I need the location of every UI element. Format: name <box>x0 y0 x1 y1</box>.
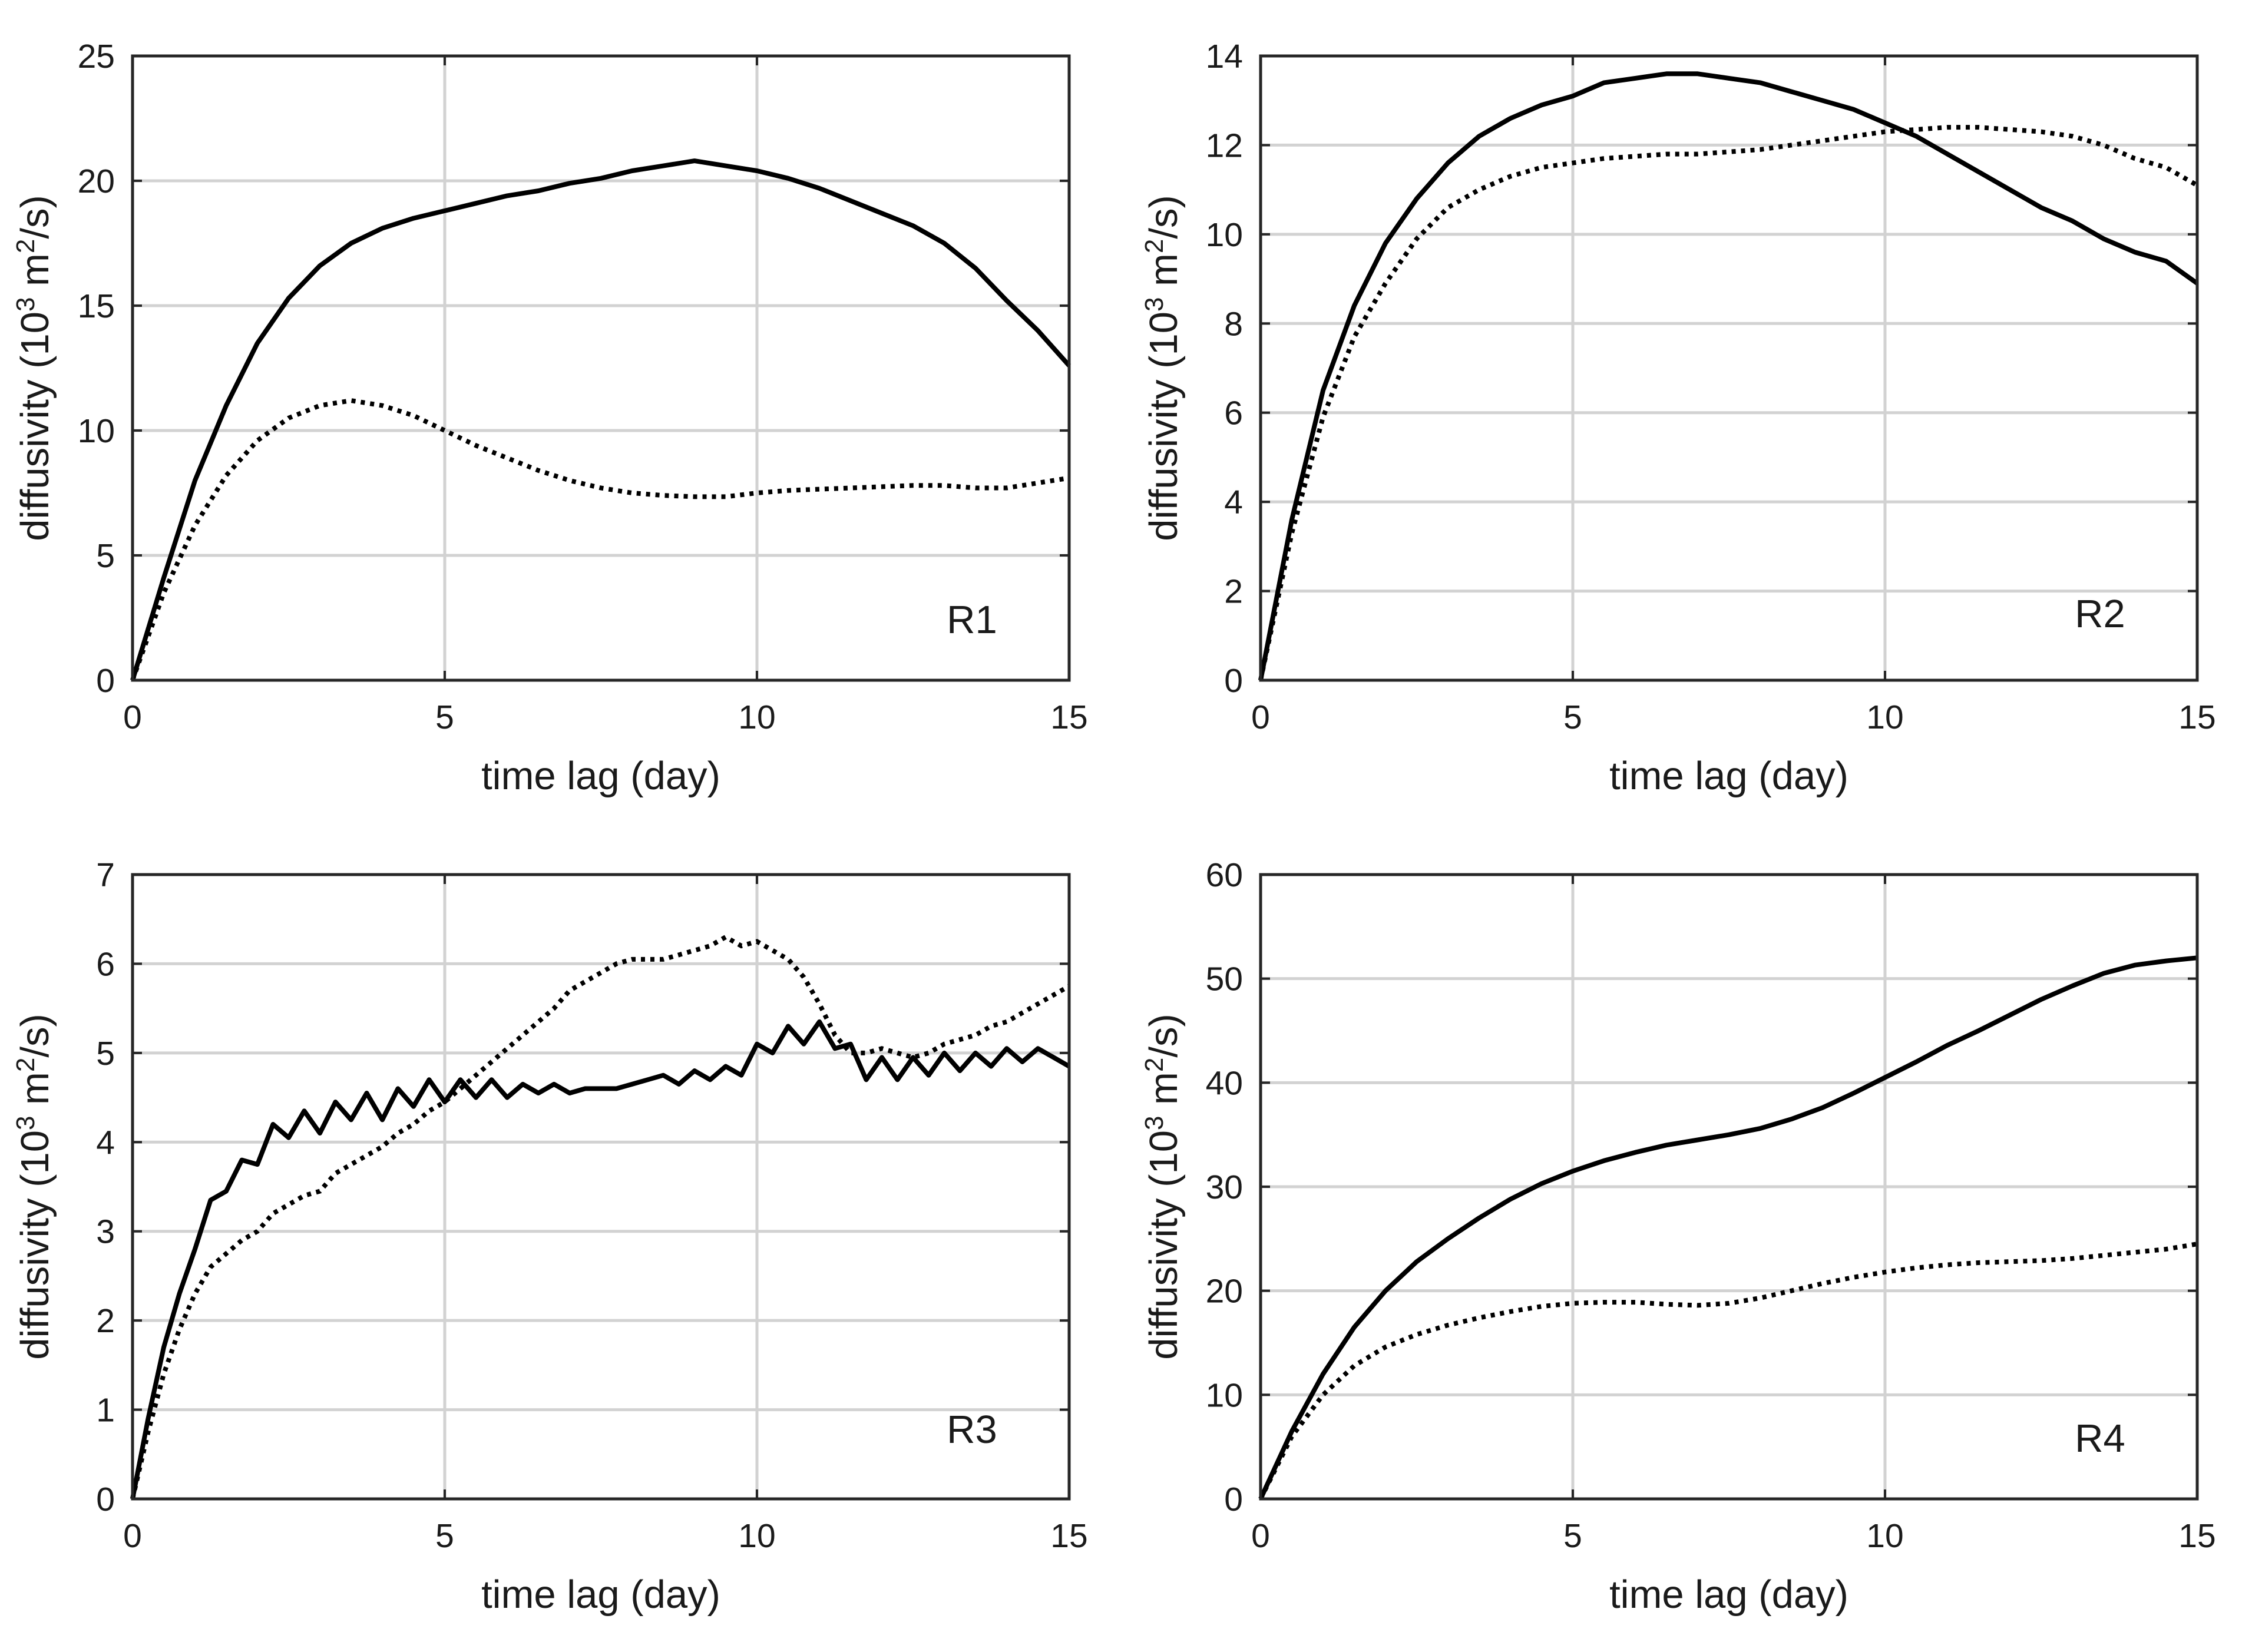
x-tick-label: 5 <box>1563 698 1582 736</box>
x-axis-label: time lag (day) <box>1609 1572 1848 1617</box>
y-tick-label: 10 <box>1206 1376 1243 1414</box>
y-tick-label: 2 <box>96 1302 115 1340</box>
y-tick-label: 1 <box>96 1392 115 1429</box>
series-line-solid <box>1258 71 2199 681</box>
ticks: 0 5 10 15 0 2 4 6 8 10 12 14 <box>1206 38 2216 736</box>
y-tick-label: 4 <box>1224 484 1243 521</box>
series-line-solid <box>1258 955 2198 1500</box>
grid <box>133 875 1069 1499</box>
y-tick-label: 5 <box>96 1035 115 1072</box>
x-tick-label: 0 <box>1251 698 1270 736</box>
y-axis-label: diffusivity (103 m2/s) <box>11 195 57 541</box>
y-tick-label: 20 <box>1206 1273 1243 1310</box>
grid <box>1261 56 2197 680</box>
y-tick-label: 50 <box>1206 961 1243 998</box>
panel-label: R2 <box>2075 592 2125 636</box>
y-tick-label: 12 <box>1206 127 1243 164</box>
x-tick-label: 0 <box>123 1517 142 1555</box>
panel-label: R4 <box>2075 1416 2125 1461</box>
x-tick-label: 15 <box>1050 1517 1087 1555</box>
panel-r3: 0 5 10 15 0 1 2 3 4 5 6 7 time lag (day) diffusivit… <box>11 856 1088 1617</box>
y-tick-label: 10 <box>1206 216 1243 254</box>
axis-box <box>131 54 1071 682</box>
panel-r1: 0 5 10 15 0 5 10 15 20 25 time lag (day) diffusiv… <box>11 38 1088 798</box>
y-tick-label: 7 <box>96 856 115 894</box>
y-axis-label: diffusivity (103 m2/s) <box>1140 195 1186 541</box>
y-tick-label: 6 <box>1224 395 1243 432</box>
series-line-dotted <box>130 398 1070 681</box>
axis-box <box>1259 873 2199 1501</box>
x-tick-label: 5 <box>435 1517 454 1555</box>
x-tick-label: 10 <box>738 698 775 736</box>
y-axis-label: diffusivity (103 m2/s) <box>1140 1014 1186 1360</box>
panel-r4: 0 5 10 15 0 10 20 30 40 50 60 time lag (day) diffu… <box>1140 856 2216 1617</box>
x-tick-label: 0 <box>123 698 142 736</box>
ticks: 0 5 10 15 0 1 2 3 4 5 6 7 <box>96 856 1087 1555</box>
panel-label: R3 <box>947 1408 997 1452</box>
axis-box <box>1259 54 2199 682</box>
series-line-dotted <box>1258 1242 2198 1500</box>
series-lines <box>130 158 1071 681</box>
y-tick-label: 20 <box>78 163 115 200</box>
x-axis-label: time lag (day) <box>481 754 720 798</box>
y-axis-label: diffusivity (103 m2/s) <box>11 1014 57 1360</box>
series-line-solid <box>130 158 1071 681</box>
y-tick-label: 0 <box>96 662 115 700</box>
series-lines <box>130 934 1070 1499</box>
y-tick-label: 0 <box>1224 1481 1243 1518</box>
y-tick-label: 40 <box>1206 1064 1243 1102</box>
x-tick-label: 5 <box>435 698 454 736</box>
x-axis-label: time lag (day) <box>481 1572 720 1617</box>
grid <box>1261 875 2197 1499</box>
y-tick-label: 6 <box>96 945 115 983</box>
axis-box <box>131 873 1071 1501</box>
grid <box>133 56 1069 680</box>
y-tick-label: 14 <box>1206 38 1243 75</box>
x-tick-label: 10 <box>1866 1517 1903 1555</box>
y-tick-label: 8 <box>1224 305 1243 343</box>
y-tick-label: 2 <box>1224 573 1243 611</box>
x-tick-label: 15 <box>2178 698 2215 736</box>
ticks: 0 5 10 15 0 10 20 30 40 50 60 <box>1206 856 2216 1555</box>
panel-r2: 0 5 10 15 0 2 4 6 8 10 12 14 time lag (day) diffusi… <box>1140 38 2216 798</box>
y-tick-label: 5 <box>96 537 115 575</box>
y-tick-label: 0 <box>1224 662 1243 700</box>
y-tick-label: 3 <box>96 1213 115 1251</box>
x-tick-label: 10 <box>738 1517 775 1555</box>
series-line-solid <box>130 1019 1070 1499</box>
x-axis-label: time lag (day) <box>1609 754 1848 798</box>
y-tick-label: 25 <box>78 38 115 75</box>
y-tick-label: 60 <box>1206 856 1243 894</box>
x-tick-label: 10 <box>1866 698 1903 736</box>
y-tick-label: 0 <box>96 1481 115 1518</box>
x-tick-label: 0 <box>1251 1517 1270 1555</box>
series-line-dotted <box>1258 125 2198 681</box>
x-tick-label: 5 <box>1563 1517 1582 1555</box>
series-line-dotted <box>130 934 1070 1499</box>
x-tick-label: 15 <box>2178 1517 2215 1555</box>
series-lines <box>1258 955 2198 1500</box>
y-tick-label: 10 <box>78 412 115 450</box>
series-lines <box>1258 71 2199 681</box>
y-tick-label: 30 <box>1206 1168 1243 1206</box>
panel-label: R1 <box>947 598 997 642</box>
x-tick-label: 15 <box>1050 698 1087 736</box>
y-tick-label: 4 <box>96 1124 115 1161</box>
y-tick-label: 15 <box>78 287 115 325</box>
